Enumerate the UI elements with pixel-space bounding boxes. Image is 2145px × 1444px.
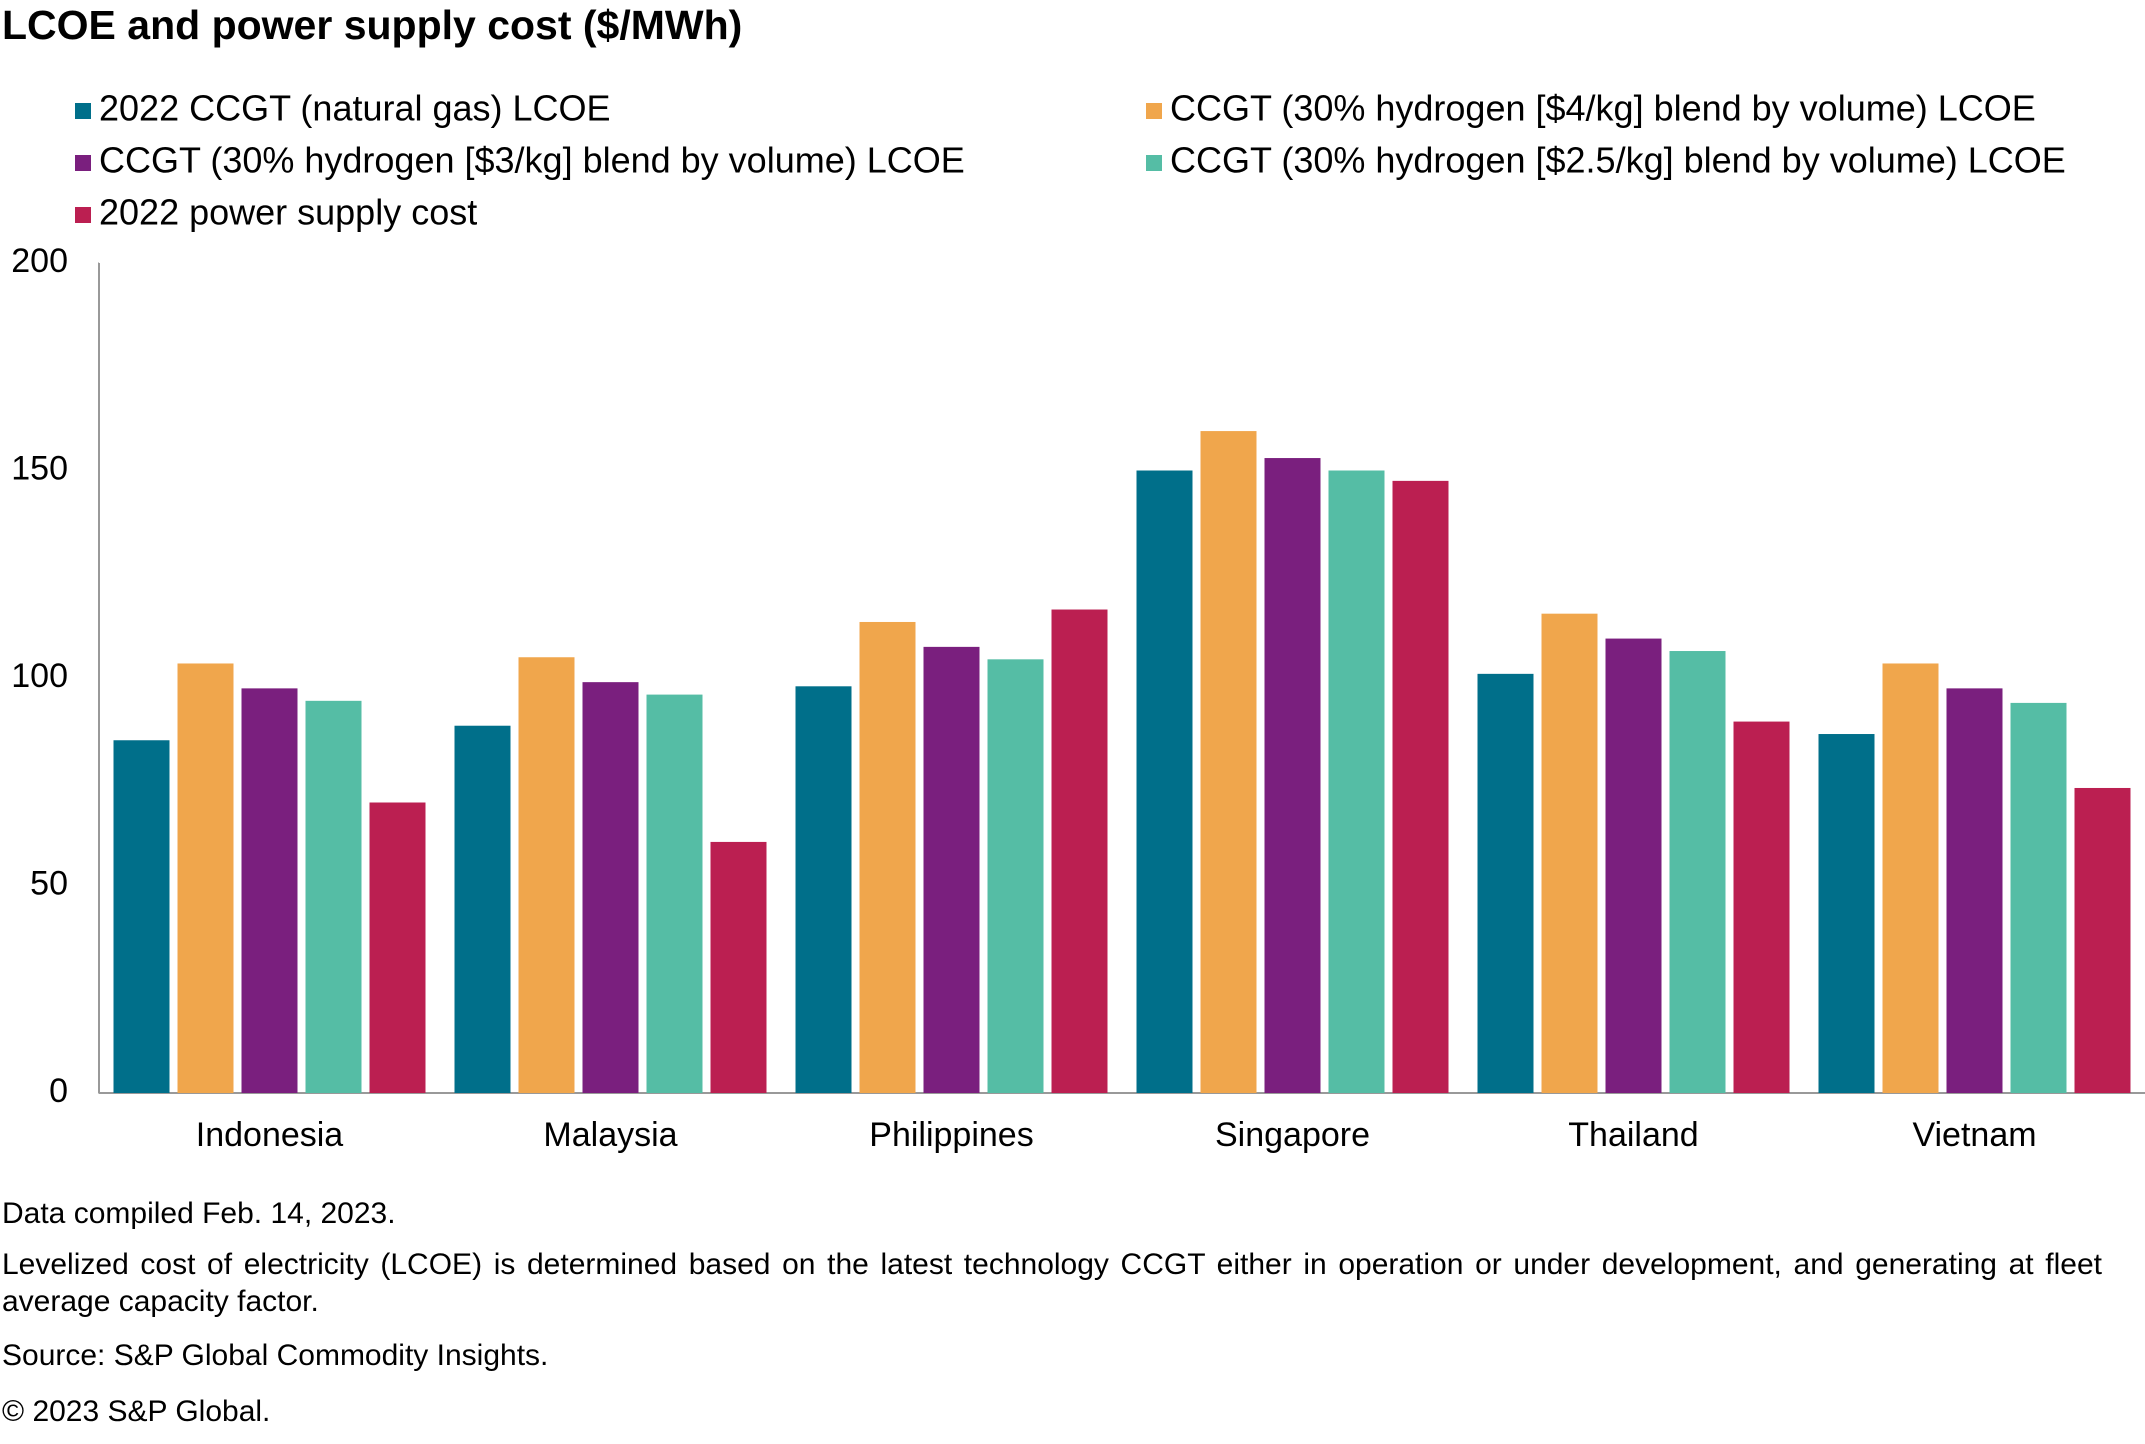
legend-swatch <box>1146 155 1162 171</box>
footnote: Data compiled Feb. 14, 2023. <box>2 1197 396 1230</box>
y-tick-label: 0 <box>49 1072 68 1110</box>
legend-label: 2022 CCGT (natural gas) LCOE <box>99 88 611 129</box>
bar <box>369 802 426 1093</box>
bar <box>1733 721 1790 1093</box>
legend-label: CCGT (30% hydrogen [$4/kg] blend by volu… <box>1170 88 2036 129</box>
bar <box>2074 787 2131 1093</box>
footnote: © 2023 S&P Global. <box>2 1395 271 1428</box>
y-tick-label: 150 <box>11 449 68 487</box>
bar <box>1818 734 1875 1093</box>
bar <box>582 682 639 1093</box>
bar <box>1946 688 2003 1093</box>
bar <box>2010 702 2067 1093</box>
bar <box>113 740 170 1093</box>
bar <box>795 686 852 1093</box>
legend-swatch <box>1146 103 1162 119</box>
x-tick-label: Thailand <box>1568 1116 1698 1154</box>
bar <box>1541 613 1598 1093</box>
y-tick-label: 50 <box>30 864 68 902</box>
bar <box>241 688 298 1093</box>
legend-label: CCGT (30% hydrogen [$3/kg] blend by volu… <box>99 140 965 181</box>
y-tick-label: 100 <box>11 657 68 695</box>
bar <box>1392 480 1449 1093</box>
bar <box>1669 651 1726 1093</box>
bar <box>1136 470 1193 1093</box>
bar <box>518 657 575 1093</box>
bar <box>710 841 767 1093</box>
chart-title: LCOE and power supply cost ($/MWh) <box>2 2 742 48</box>
bar <box>1200 431 1257 1093</box>
bar <box>177 663 234 1093</box>
bar <box>1605 638 1662 1093</box>
x-tick-label: Malaysia <box>543 1116 677 1154</box>
legend-label: CCGT (30% hydrogen [$2.5/kg] blend by vo… <box>1170 140 2066 181</box>
bar <box>305 700 362 1093</box>
bar <box>454 725 511 1093</box>
x-tick-label: Singapore <box>1215 1116 1370 1154</box>
bar <box>1328 470 1385 1093</box>
bar <box>859 621 916 1093</box>
footnote: Source: S&P Global Commodity Insights. <box>2 1339 549 1372</box>
footnote: Levelized cost of electricity (LCOE) is … <box>2 1248 2102 1318</box>
bar <box>1264 458 1321 1093</box>
y-tick-label: 200 <box>11 242 68 280</box>
bar <box>1882 663 1939 1093</box>
x-tick-label: Vietnam <box>1912 1116 2036 1154</box>
bar <box>1477 673 1534 1093</box>
bar <box>987 659 1044 1093</box>
bar <box>923 646 980 1093</box>
bar <box>646 694 703 1093</box>
bar <box>1051 609 1108 1093</box>
legend-label: 2022 power supply cost <box>99 192 477 233</box>
x-tick-label: Philippines <box>869 1116 1033 1154</box>
legend-swatch <box>75 155 91 171</box>
legend-swatch <box>75 103 91 119</box>
legend-swatch <box>75 207 91 223</box>
x-tick-label: Indonesia <box>196 1116 344 1154</box>
